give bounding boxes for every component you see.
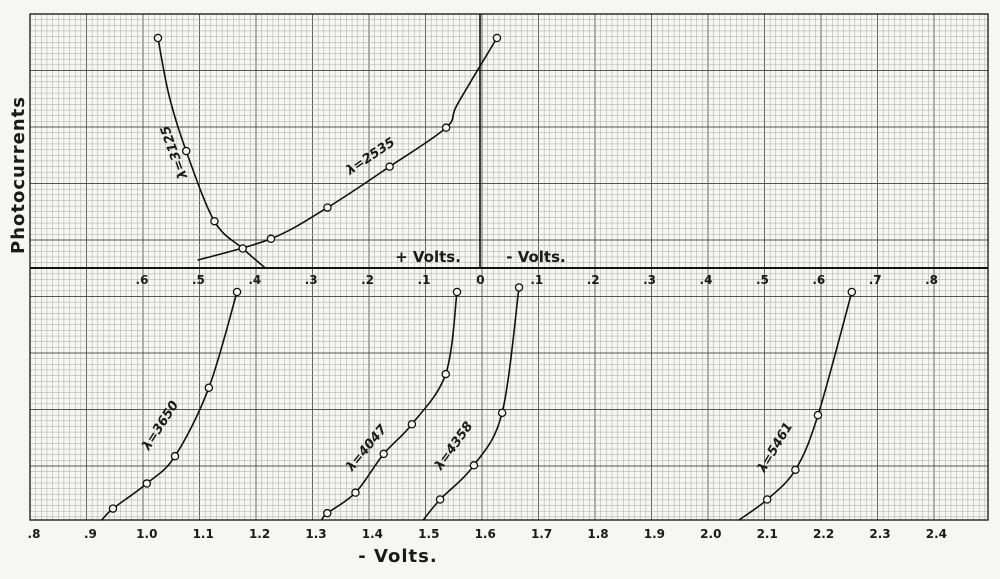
lower-x-tick-label: .8 bbox=[28, 527, 41, 541]
data-point bbox=[142, 479, 152, 488]
lower-x-tick-label: 1.4 bbox=[362, 527, 383, 541]
x-axis-label-bottom: - Volts. bbox=[358, 546, 437, 567]
lower-x-tick-label: 2.3 bbox=[869, 527, 890, 541]
data-point bbox=[204, 383, 214, 393]
upper-x-tick-label: .5 bbox=[756, 273, 769, 287]
series-line bbox=[738, 291, 853, 521]
data-point bbox=[469, 461, 479, 470]
data-point bbox=[514, 283, 524, 292]
data-point bbox=[379, 449, 388, 459]
upper-x-tick-label: .1 bbox=[530, 273, 543, 287]
lower-x-tick-label: 2.0 bbox=[700, 527, 721, 541]
axes bbox=[29, 13, 989, 521]
data-point bbox=[210, 216, 219, 226]
upper-x-tick-label: .3 bbox=[305, 273, 318, 287]
upper-x-tick-label: .6 bbox=[136, 273, 149, 287]
data-point bbox=[181, 146, 191, 156]
data-point bbox=[813, 410, 823, 420]
data-point bbox=[407, 419, 417, 429]
lower-x-tick-label: 2.4 bbox=[926, 527, 947, 541]
data-point bbox=[492, 33, 502, 43]
lower-x-tick-label: 1.7 bbox=[531, 527, 552, 541]
lower-x-tick-label: 1.3 bbox=[305, 527, 326, 541]
data-point bbox=[791, 465, 800, 475]
lower-x-tick-label: 2.2 bbox=[813, 527, 834, 541]
upper-x-tick-label: .3 bbox=[643, 273, 656, 287]
upper-x-tick-label: .5 bbox=[192, 273, 205, 287]
y-axis-label: Photocurrents bbox=[8, 96, 29, 254]
lower-x-tick-label: 1.5 bbox=[418, 527, 439, 541]
upper-negative-volts-label: - Volts. bbox=[506, 248, 565, 266]
lower-x-tick-label: 1.8 bbox=[587, 527, 608, 541]
data-point bbox=[497, 408, 507, 418]
upper-x-tick-label: .8 bbox=[925, 273, 938, 287]
data-point bbox=[266, 234, 276, 244]
upper-x-tick-label: .2 bbox=[587, 273, 600, 287]
data-point bbox=[441, 369, 450, 379]
upper-positive-volts-label: + Volts. bbox=[395, 248, 461, 266]
data-point bbox=[435, 495, 445, 504]
upper-x-tick-label: .6 bbox=[812, 273, 825, 287]
data-point bbox=[323, 203, 332, 212]
data-point bbox=[441, 123, 451, 132]
data-point bbox=[238, 244, 247, 253]
lower-x-tick-label: 1.9 bbox=[644, 527, 665, 541]
data-point bbox=[108, 504, 118, 513]
lower-x-tick-label: 2.1 bbox=[757, 527, 778, 541]
data-point bbox=[153, 33, 163, 43]
upper-x-tick-label: .4 bbox=[248, 273, 261, 287]
upper-x-tick-label: .7 bbox=[869, 273, 882, 287]
lower-x-tick-label: 1.2 bbox=[249, 527, 270, 541]
lower-x-tick-label: .9 bbox=[84, 527, 97, 541]
lower-x-tick-label: 1.1 bbox=[193, 527, 214, 541]
upper-x-tick-label: .1 bbox=[418, 273, 431, 287]
upper-x-tick-label: .2 bbox=[361, 273, 374, 287]
data-point bbox=[762, 495, 772, 504]
lower-x-tick-label: 1.0 bbox=[136, 527, 157, 541]
data-point bbox=[232, 287, 242, 297]
data-point bbox=[323, 508, 332, 518]
data-point bbox=[170, 451, 180, 461]
tick-labels: .6 .5 .4 .3 .2 .1 0 .1 .2 .3 .4 .5 .6 .7 .8 .8 .9 1.0 1.1 1… bbox=[28, 273, 947, 541]
lower-x-tick-label: 1.6 bbox=[475, 527, 496, 541]
data-point bbox=[351, 488, 360, 497]
data-point bbox=[452, 287, 462, 297]
data-point bbox=[847, 287, 857, 297]
series-line bbox=[422, 287, 520, 521]
data-point bbox=[385, 162, 394, 171]
upper-x-tick-label: 0 bbox=[476, 273, 484, 287]
upper-x-tick-label: .4 bbox=[700, 273, 713, 287]
